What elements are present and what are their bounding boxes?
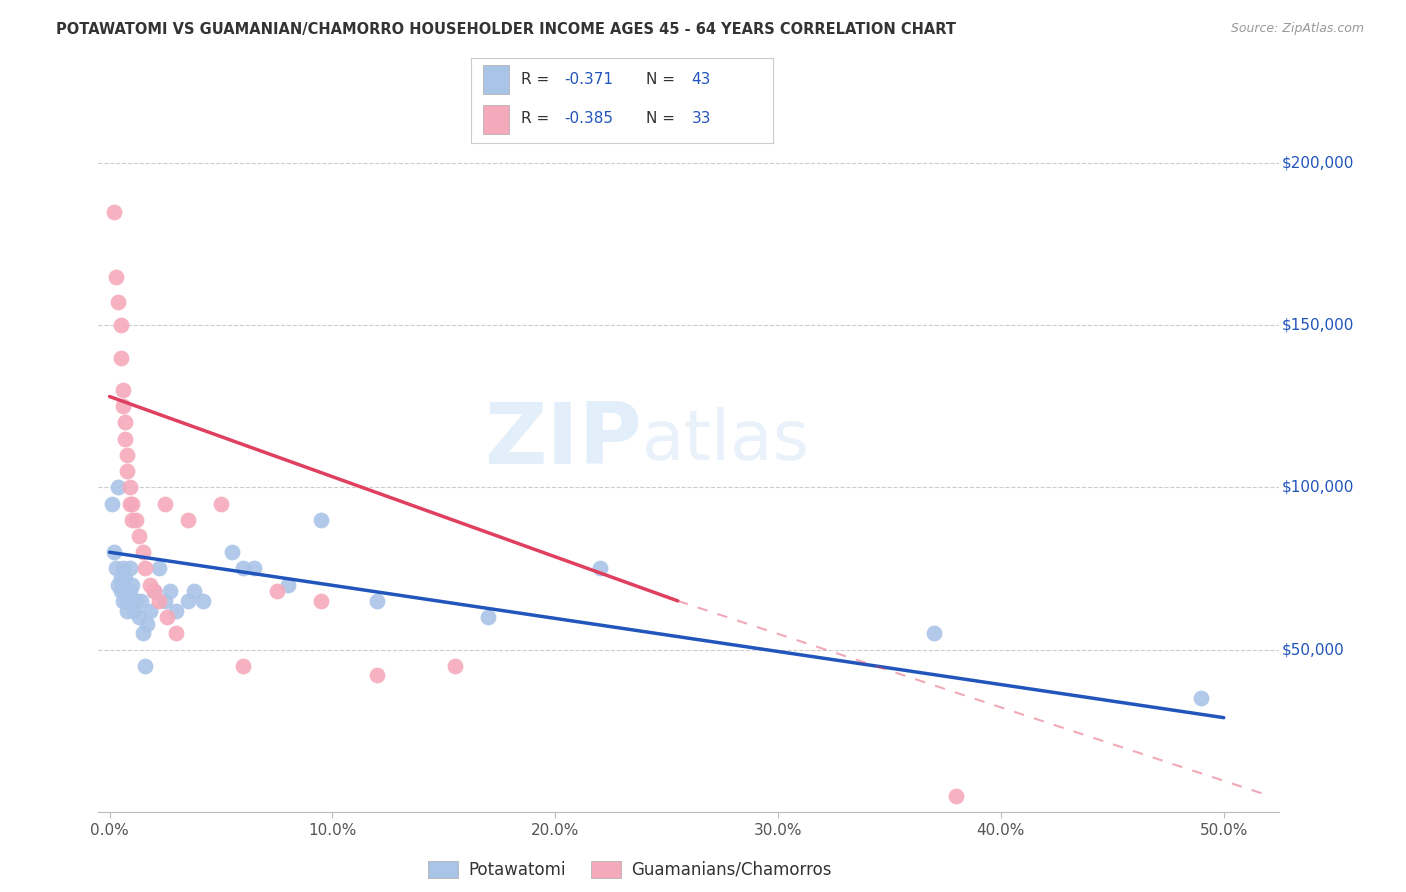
Point (107, 295, 129, 310)
Text: $200,000: $200,000 (1282, 155, 1354, 170)
Point (121, 513, 143, 527)
Point (128, 529, 150, 543)
Text: POTAWATOMI VS GUAMANIAN/CHAMORRO HOUSEHOLDER INCOME AGES 45 - 64 YEARS CORRELATI: POTAWATOMI VS GUAMANIAN/CHAMORRO HOUSEHO… (56, 22, 956, 37)
Point (111, 594, 134, 608)
Point (165, 604, 187, 618)
Point (129, 594, 152, 608)
Point (232, 561, 254, 575)
Point (107, 577, 129, 591)
Point (121, 497, 143, 511)
Point (165, 626, 187, 640)
Point (132, 626, 155, 640)
Point (221, 545, 243, 559)
Point (209, 497, 232, 511)
Point (132, 545, 155, 559)
Point (110, 571, 132, 585)
Point (309, 513, 332, 527)
Point (589, 561, 612, 575)
Point (136, 616, 159, 631)
Point (125, 513, 148, 527)
Point (945, 789, 967, 803)
Point (309, 594, 332, 608)
Point (155, 594, 177, 608)
Point (156, 610, 179, 624)
Point (143, 584, 166, 599)
Text: -0.385: -0.385 (565, 112, 614, 127)
Point (922, 626, 945, 640)
Point (266, 584, 288, 599)
Text: 43: 43 (692, 71, 711, 87)
Point (117, 448, 139, 462)
Point (176, 513, 198, 527)
Point (155, 497, 177, 511)
Point (117, 594, 139, 608)
Point (138, 577, 160, 591)
Point (121, 577, 143, 591)
Bar (484, 104, 509, 134)
Text: $150,000: $150,000 (1282, 318, 1354, 333)
Point (183, 584, 205, 599)
Text: $100,000: $100,000 (1282, 480, 1354, 495)
Point (121, 594, 143, 608)
Point (477, 610, 499, 624)
Text: 33: 33 (692, 112, 711, 127)
Point (110, 351, 132, 365)
Point (114, 571, 136, 585)
Point (366, 668, 388, 682)
Point (122, 604, 145, 618)
Text: ZIP: ZIP (484, 399, 641, 483)
Point (277, 577, 299, 591)
Point (1191, 691, 1213, 706)
Text: -0.371: -0.371 (565, 71, 614, 87)
Point (143, 584, 166, 599)
Text: N =: N = (647, 112, 681, 127)
Point (148, 561, 170, 575)
Point (107, 480, 129, 494)
Point (232, 658, 254, 673)
Point (366, 594, 388, 608)
Point (444, 658, 467, 673)
Point (128, 610, 150, 624)
Point (103, 545, 125, 559)
Point (105, 561, 128, 575)
Point (103, 204, 125, 219)
Point (159, 584, 181, 599)
Point (118, 584, 141, 599)
Point (105, 269, 128, 284)
Point (111, 561, 134, 575)
Point (110, 318, 132, 333)
Point (114, 584, 136, 599)
Point (111, 399, 134, 413)
Point (243, 561, 266, 575)
Point (134, 561, 156, 575)
Point (134, 658, 156, 673)
Point (118, 561, 141, 575)
Point (191, 594, 214, 608)
Point (117, 604, 139, 618)
Text: R =: R = (520, 112, 554, 127)
Legend: Potawatomi, Guamanians/Chamorros: Potawatomi, Guamanians/Chamorros (422, 854, 838, 886)
Point (176, 594, 198, 608)
Point (117, 464, 139, 478)
Point (111, 383, 134, 397)
Point (118, 480, 141, 494)
Point (114, 416, 136, 430)
Text: atlas: atlas (641, 407, 810, 475)
Point (101, 497, 124, 511)
Point (110, 584, 132, 599)
Text: R =: R = (520, 71, 554, 87)
Point (118, 497, 141, 511)
Text: N =: N = (647, 71, 681, 87)
Bar (484, 65, 509, 95)
Point (138, 604, 160, 618)
Text: Source: ZipAtlas.com: Source: ZipAtlas.com (1230, 22, 1364, 36)
Text: $50,000: $50,000 (1282, 642, 1344, 657)
Point (125, 594, 148, 608)
Point (114, 432, 136, 446)
Point (148, 594, 170, 608)
